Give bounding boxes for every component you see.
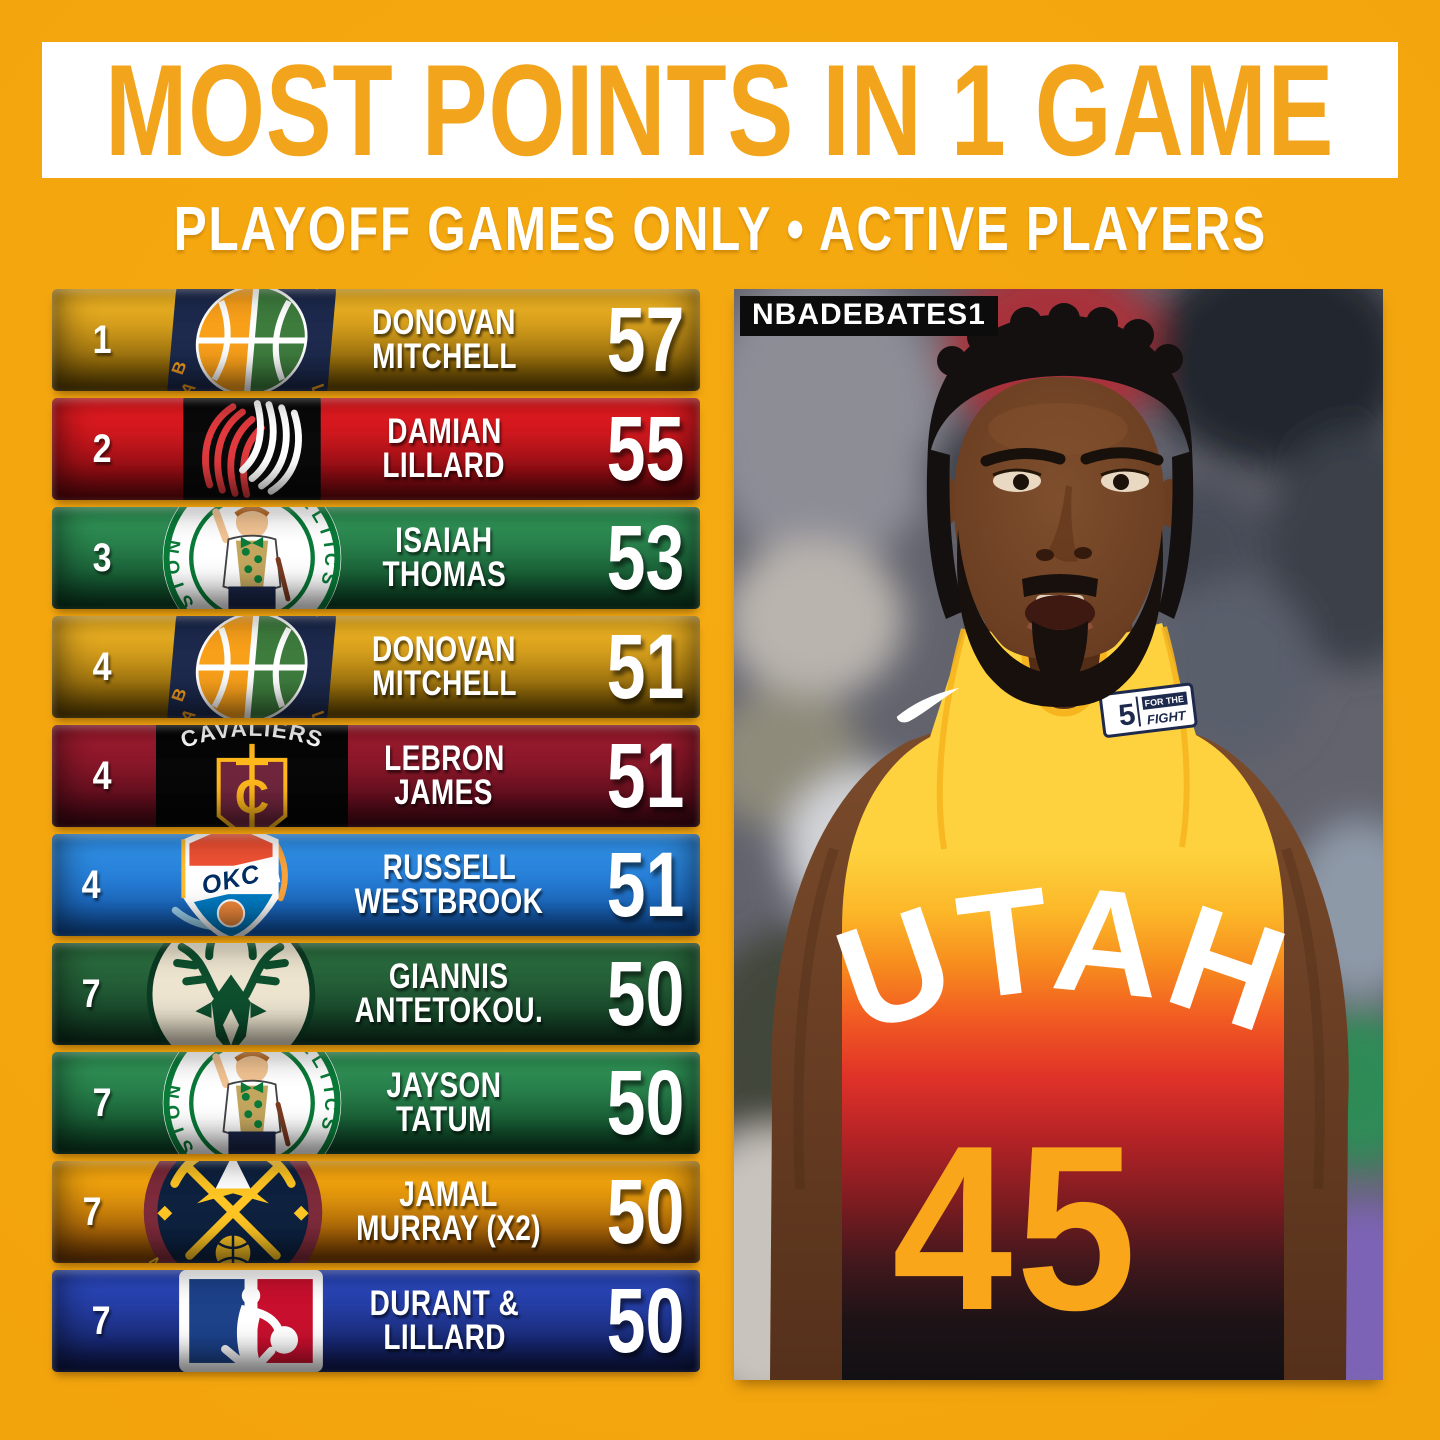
cavaliers-logo: CAVALIERS C <box>152 725 352 827</box>
rank-label: 3 <box>92 535 112 580</box>
leaderboard-row: 7 BOSTON CELTICS JAYSON TATUM 50 <box>52 1052 700 1154</box>
points-value: 53 <box>606 507 684 609</box>
rank-label: 4 <box>82 862 101 907</box>
page-subtitle: PLAYOFF GAMES ONLY • ACTIVE PLAYERS <box>173 195 1267 264</box>
nike-swoosh-icon <box>896 687 960 723</box>
rank-label: 7 <box>92 1080 112 1125</box>
svg-text:B: B <box>167 685 190 703</box>
points-value: 50 <box>606 943 684 1045</box>
jersey-number: 45 <box>892 1097 1140 1359</box>
svg-text:5: 5 <box>1117 698 1138 733</box>
rank-label: 4 <box>92 753 112 798</box>
leaderboard-list: 1 U Z B A L L DONOVAN MITCHELL 57 2 <box>52 289 700 1372</box>
rank-label: 7 <box>91 1298 111 1343</box>
jersey-armhole-trim-left <box>936 628 967 850</box>
leaderboard-row: 4 OKC RUSSELL WESTBROOK 51 <box>52 834 700 936</box>
player-name: DONOVAN MITCHELL <box>371 302 517 376</box>
player-name: LEBRON JAMES <box>383 738 505 812</box>
svg-text:N: N <box>147 1254 166 1263</box>
player-name: JAMAL MURRAY (X2) <box>356 1174 541 1248</box>
thunder-logo: OKC <box>131 834 331 936</box>
svg-text:FOR THE: FOR THE <box>1144 694 1184 709</box>
trail-blazers-logo <box>152 398 352 500</box>
leaderboard-row: 7 D R N S JAMAL MURRAY (X2) 50 <box>52 1161 700 1263</box>
utah-jazz-logo: U Z B A L L <box>152 289 352 391</box>
svg-text:U: U <box>192 616 214 619</box>
jersey <box>842 623 1284 1380</box>
player-photo-illustration: 5 FOR THE FIGHT UTAH 45 <box>664 249 1440 1419</box>
svg-text:L: L <box>308 381 330 391</box>
player-name: ISAIAH THOMAS <box>382 520 506 594</box>
points-value: 55 <box>606 398 684 500</box>
player-name: DURANT & LILLARD <box>369 1283 519 1357</box>
leaderboard-row: 1 U Z B A L L DONOVAN MITCHELL 57 <box>52 289 700 391</box>
points-value: 50 <box>606 1270 684 1372</box>
watermark: NBADEBATES1 <box>740 296 998 336</box>
player-name: DONOVAN MITCHELL <box>371 629 517 703</box>
player-name: RUSSELL WESTBROOK <box>354 847 544 921</box>
svg-text:FIGHT: FIGHT <box>1146 708 1188 728</box>
svg-text:B: B <box>167 358 190 376</box>
leaderboard-row: 2 DAMIAN LILLARD 55 <box>52 398 700 500</box>
celtics-logo: BOSTON CELTICS <box>152 507 352 609</box>
jersey-armhole-trim-right <box>1161 626 1190 848</box>
leaderboard-row: 3 BOSTON CELTICS ISAIAH THOMAS 53 <box>52 507 700 609</box>
points-value: 51 <box>606 616 684 718</box>
title-banner: MOST POINTS IN 1 GAME <box>42 37 1398 183</box>
leaderboard-row: 7 DURANT & LILLARD 50 <box>52 1270 700 1372</box>
player-name: DAMIAN LILLARD <box>382 411 506 485</box>
leaderboard-row: 4 U Z B A L L DONOVAN MITCHELL 51 <box>52 616 700 718</box>
player-photo: 5 FOR THE FIGHT UTAH 45 <box>664 249 1440 1419</box>
svg-text:U: U <box>192 289 214 292</box>
leaderboard-row: 7 GIANNIS ANTETOKOU. 50 <box>52 943 700 1045</box>
nba-logo <box>151 1270 351 1372</box>
rank-label: 7 <box>83 1189 102 1234</box>
points-value: 50 <box>606 1161 684 1263</box>
leaderboard-row: 4 CAVALIERS C LEBRON JAMES 51 <box>52 725 700 827</box>
points-value: 50 <box>606 1052 684 1154</box>
rank-label: 2 <box>92 426 112 471</box>
player-head <box>926 303 1194 707</box>
page-title: MOST POINTS IN 1 GAME <box>105 37 1335 183</box>
player-name: GIANNIS ANTETOKOU. <box>354 956 544 1030</box>
utah-jazz-logo: U Z B A L L <box>152 616 352 718</box>
rank-label: 7 <box>82 971 102 1016</box>
points-value: 51 <box>606 834 684 936</box>
svg-text:L: L <box>308 708 330 718</box>
rank-label: 1 <box>92 317 112 362</box>
points-value: 57 <box>606 289 684 391</box>
bucks-logo <box>131 943 331 1045</box>
nuggets-logo: D R N S <box>133 1161 333 1263</box>
celtics-logo: BOSTON CELTICS <box>152 1052 352 1154</box>
rank-label: 4 <box>92 644 112 689</box>
player-name: JAYSON TATUM <box>386 1065 502 1139</box>
five-for-the-fight-patch: 5 FOR THE FIGHT <box>1098 682 1198 738</box>
points-value: 51 <box>606 725 684 827</box>
